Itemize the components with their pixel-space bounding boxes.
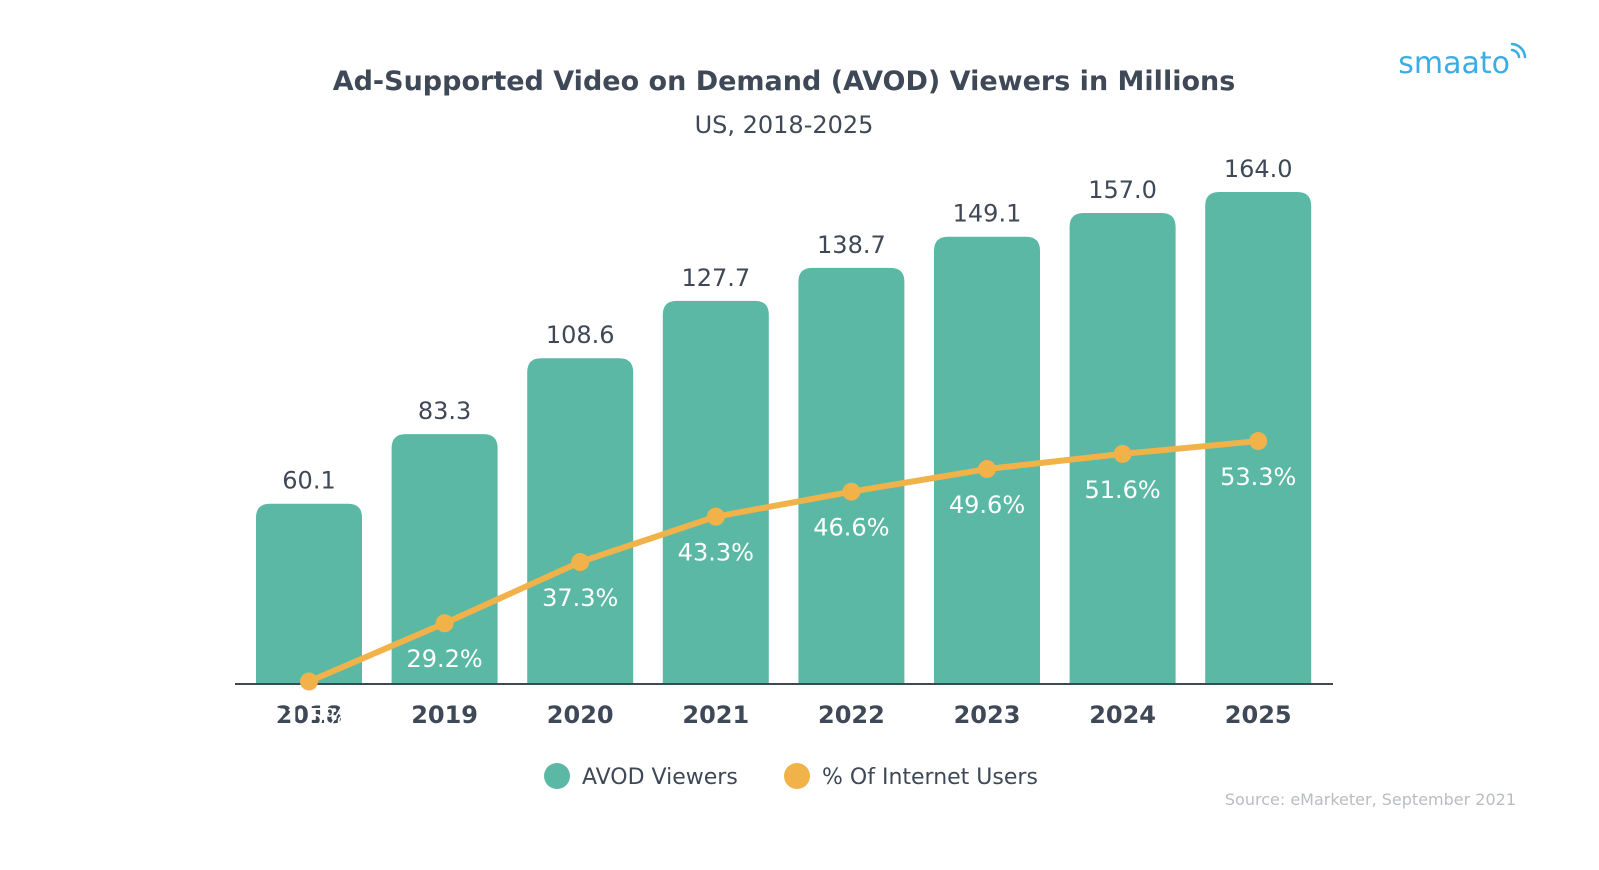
x-tick-label-2020: 2020 bbox=[547, 701, 614, 729]
line-point-2018 bbox=[300, 672, 318, 691]
line-value-label-2022: 46.6% bbox=[813, 514, 889, 542]
line-value-label-2019: 29.2% bbox=[406, 645, 482, 673]
bar-2019 bbox=[391, 434, 498, 684]
legend-label-internet-users: % Of Internet Users bbox=[822, 765, 1038, 790]
series-line-internet-users bbox=[306, 438, 1262, 685]
x-tick-label-2024: 2024 bbox=[1089, 701, 1156, 729]
bar-value-label-2018: 60.1 bbox=[282, 467, 335, 495]
legend-label-avod-viewers: AVOD Viewers bbox=[582, 765, 738, 790]
line-value-label-2024: 51.6% bbox=[1084, 476, 1160, 504]
x-tick-label-2022: 2022 bbox=[818, 701, 885, 729]
bar-2018 bbox=[256, 503, 362, 684]
logo: smaato bbox=[1398, 42, 1527, 81]
bar-value-label-2024: 157.0 bbox=[1088, 176, 1157, 204]
logo-text: smaato bbox=[1398, 46, 1510, 81]
x-tick-label-2021: 2021 bbox=[682, 701, 749, 729]
line-value-label-2023: 49.6% bbox=[949, 491, 1025, 519]
source-note: Source: eMarketer, September 2021 bbox=[1225, 790, 1516, 809]
bars-layer bbox=[256, 192, 1312, 684]
bar-value-label-2025: 164.0 bbox=[1224, 155, 1293, 183]
bar-2020 bbox=[527, 358, 634, 684]
line-point-2025 bbox=[1249, 432, 1268, 451]
line-value-label-2021: 43.3% bbox=[678, 539, 754, 567]
chart-subtitle: US, 2018-2025 bbox=[695, 111, 874, 139]
x-tick-label-2025: 2025 bbox=[1225, 701, 1292, 729]
bar-value-label-2023: 149.1 bbox=[953, 200, 1022, 228]
bar-value-label-2019: 83.3 bbox=[418, 397, 471, 425]
line-point-2022 bbox=[842, 482, 861, 501]
legend-marker-avod-viewers bbox=[544, 763, 570, 789]
line-point-2021 bbox=[706, 507, 725, 526]
legend: AVOD Viewers % Of Internet Users bbox=[544, 763, 1038, 790]
line-point-2023 bbox=[978, 460, 996, 479]
chart-title: Ad-Supported Video on Demand (AVOD) View… bbox=[333, 66, 1236, 97]
bar-2022 bbox=[798, 267, 905, 684]
bar-value-label-2020: 108.6 bbox=[546, 321, 615, 349]
signal-icon bbox=[1510, 42, 1527, 59]
line-point-2020 bbox=[571, 553, 590, 572]
legend-item-avod-viewers: AVOD Viewers bbox=[544, 763, 738, 790]
legend-marker-internet-users bbox=[784, 763, 810, 789]
line-value-label-2025: 53.3% bbox=[1220, 463, 1296, 491]
line-value-label-2018: 21.5% bbox=[271, 703, 347, 731]
bar-value-label-2021: 127.7 bbox=[681, 264, 750, 292]
x-tick-label-2018: 2018 bbox=[276, 701, 343, 729]
line-point-2019 bbox=[435, 614, 454, 633]
line-point-2024 bbox=[1113, 444, 1132, 463]
bar-value-label-2022: 138.7 bbox=[817, 231, 886, 259]
line-layer bbox=[300, 432, 1268, 691]
x-tick-label-2023: 2023 bbox=[954, 701, 1021, 729]
x-tick-label-2019: 2019 bbox=[411, 701, 478, 729]
labels-layer: 60.1 2018 83.3 2019 108.6 2020 127.7 2021 138.7 2… bbox=[271, 155, 1296, 731]
legend-item-internet-users: % Of Internet Users bbox=[784, 763, 1038, 790]
line-value-label-2020: 37.3% bbox=[542, 584, 618, 612]
bar-2021 bbox=[662, 300, 769, 684]
